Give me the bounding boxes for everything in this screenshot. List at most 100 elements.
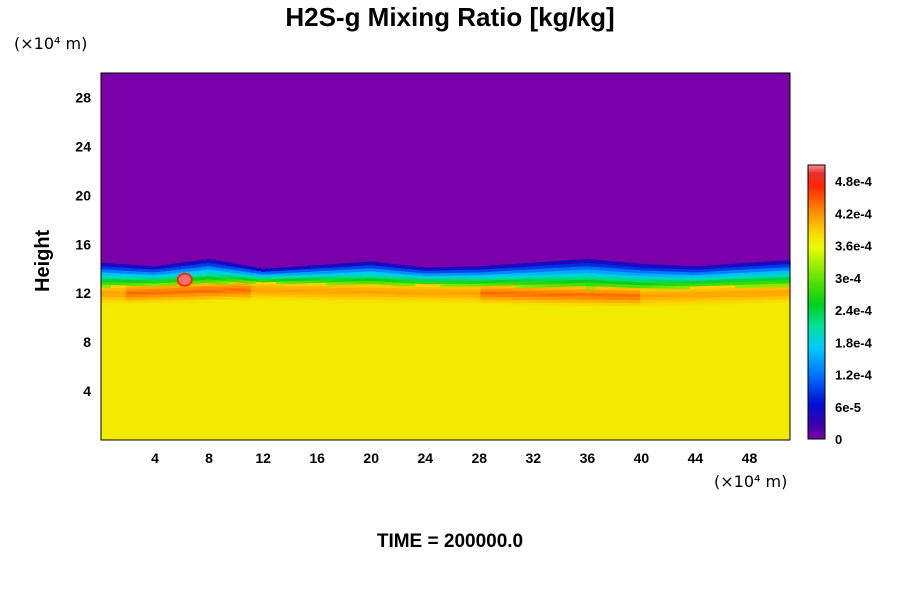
field-cell bbox=[110, 287, 117, 292]
field-cell bbox=[420, 267, 427, 271]
lower-region bbox=[101, 305, 790, 440]
field-cell bbox=[210, 259, 217, 264]
field-cell bbox=[650, 281, 656, 286]
field-cell bbox=[280, 272, 287, 277]
field-cell bbox=[135, 279, 142, 284]
field-cell bbox=[160, 296, 167, 301]
field-cell bbox=[480, 277, 487, 281]
field-cell bbox=[260, 273, 267, 278]
field-cell bbox=[655, 264, 661, 269]
field-cell bbox=[670, 296, 676, 301]
field-cell bbox=[650, 293, 656, 298]
field-cell bbox=[300, 291, 307, 295]
field-cell bbox=[135, 302, 142, 307]
field-cell bbox=[430, 302, 437, 307]
field-cell bbox=[175, 266, 182, 270]
field-cell bbox=[665, 282, 671, 286]
field-cell bbox=[525, 290, 531, 294]
field-cell bbox=[130, 288, 137, 292]
field-cell bbox=[540, 299, 546, 303]
field-cell bbox=[645, 287, 651, 292]
field-cell bbox=[625, 284, 631, 288]
field-cell bbox=[705, 271, 711, 275]
field-cell bbox=[600, 263, 606, 268]
field-cell bbox=[410, 282, 417, 287]
field-cell bbox=[300, 266, 307, 270]
field-cell bbox=[515, 263, 521, 268]
field-cell bbox=[735, 302, 741, 307]
field-cell bbox=[515, 302, 521, 307]
field-cell bbox=[565, 266, 571, 271]
field-cell bbox=[505, 276, 512, 280]
field-cell bbox=[630, 281, 636, 285]
field-cell bbox=[660, 282, 666, 286]
field-cell bbox=[525, 302, 531, 307]
field-cell bbox=[525, 269, 531, 273]
field-cell bbox=[260, 284, 267, 288]
field-cell bbox=[350, 296, 357, 300]
field-cell bbox=[690, 271, 696, 276]
field-cell bbox=[520, 269, 526, 273]
field-cell bbox=[470, 285, 477, 290]
field-cell bbox=[275, 286, 282, 290]
field-cell bbox=[500, 287, 507, 292]
field-cell bbox=[400, 276, 407, 281]
field-cell bbox=[335, 284, 342, 289]
field-cell bbox=[165, 270, 172, 274]
field-cell bbox=[430, 270, 437, 274]
field-cell bbox=[285, 269, 292, 274]
field-cell bbox=[570, 279, 576, 284]
field-cell bbox=[695, 268, 701, 273]
y-tick-label: 8 bbox=[83, 334, 91, 350]
field-cell bbox=[490, 296, 497, 301]
field-cell bbox=[635, 284, 641, 289]
field-cell bbox=[710, 276, 716, 281]
field-cell bbox=[220, 280, 227, 285]
field-cell bbox=[410, 285, 417, 290]
field-cell bbox=[670, 291, 676, 295]
field-cell bbox=[370, 302, 377, 307]
field-cell bbox=[185, 267, 192, 272]
field-cell bbox=[720, 279, 726, 283]
field-cell bbox=[480, 299, 487, 304]
field-cell bbox=[205, 262, 212, 267]
field-cell bbox=[165, 290, 172, 295]
field-cell bbox=[295, 271, 302, 276]
field-cell bbox=[635, 266, 641, 271]
field-cell bbox=[655, 273, 661, 277]
field-cell bbox=[620, 274, 626, 279]
field-cell bbox=[590, 259, 596, 264]
field-cell bbox=[600, 302, 606, 307]
field-cell bbox=[775, 295, 781, 300]
field-cell bbox=[205, 278, 212, 283]
field-cell bbox=[210, 262, 217, 267]
field-cell bbox=[385, 299, 392, 304]
field-cell bbox=[435, 269, 442, 274]
field-cell bbox=[140, 288, 147, 292]
field-cell bbox=[500, 285, 507, 289]
field-cell bbox=[280, 291, 287, 296]
field-cell bbox=[205, 288, 212, 293]
field-cell bbox=[125, 264, 132, 269]
colorbar-tick-label: 0 bbox=[835, 432, 842, 447]
field-cell bbox=[365, 277, 372, 281]
field-cell bbox=[325, 302, 332, 307]
field-cell bbox=[625, 274, 631, 279]
field-cell bbox=[270, 292, 277, 296]
field-cell bbox=[585, 262, 591, 267]
field-cell bbox=[101, 293, 107, 297]
field-cell bbox=[220, 267, 227, 272]
field-cell bbox=[185, 302, 192, 307]
field-cell bbox=[400, 302, 407, 307]
field-cell bbox=[220, 264, 227, 269]
field-cell bbox=[730, 266, 736, 271]
field-cell bbox=[255, 270, 262, 274]
field-cell bbox=[280, 275, 287, 279]
field-cell bbox=[480, 291, 487, 295]
field-cell bbox=[505, 281, 512, 286]
field-cell bbox=[260, 268, 267, 272]
field-cell bbox=[310, 282, 317, 286]
field-cell bbox=[745, 277, 751, 282]
field-cell bbox=[390, 281, 397, 286]
